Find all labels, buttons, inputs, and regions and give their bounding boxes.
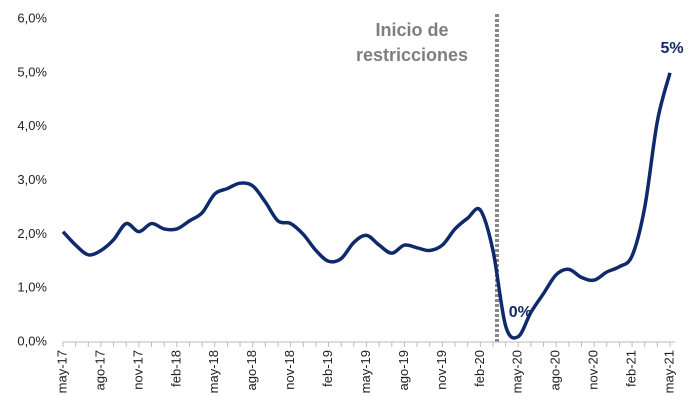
y-tick-label: 2,0%	[17, 226, 47, 241]
annotation: restricciones	[356, 45, 468, 65]
x-tick-label: feb-20	[472, 350, 487, 387]
x-tick-label: ago-19	[396, 350, 411, 390]
x-tick-label: ago-17	[92, 350, 107, 390]
data-label: 5%	[660, 40, 683, 57]
x-tick-label: nov-20	[586, 350, 601, 390]
annotation: Inicio de	[375, 20, 448, 40]
x-tick-label: nov-19	[434, 350, 449, 390]
x-tick-label: ago-18	[244, 350, 259, 390]
x-tick-label: nov-17	[130, 350, 145, 390]
y-tick-label: 5,0%	[17, 64, 47, 79]
data-label: 0%	[509, 304, 532, 321]
y-tick-label: 4,0%	[17, 118, 47, 133]
line	[61, 72, 672, 340]
x-tick-label: nov-18	[282, 350, 297, 390]
y-tick-label: 6,0%	[17, 10, 47, 25]
x-tick-label: feb-21	[624, 350, 639, 387]
x-tick-label: may-20	[510, 350, 525, 393]
x-tick-label: may-17	[54, 350, 69, 393]
x-tick-label: may-18	[206, 350, 221, 393]
y-tick-label: 3,0%	[17, 172, 47, 187]
x-tick-label: feb-18	[168, 350, 183, 387]
y-tick-label: 1,0%	[17, 280, 47, 295]
y-tick-label: 0,0%	[17, 333, 47, 348]
x-tick-label: may-21	[661, 350, 676, 393]
x-tick-label: may-19	[358, 350, 373, 393]
x-tick-label: feb-19	[320, 350, 335, 387]
x-tick-label: ago-20	[548, 350, 563, 390]
